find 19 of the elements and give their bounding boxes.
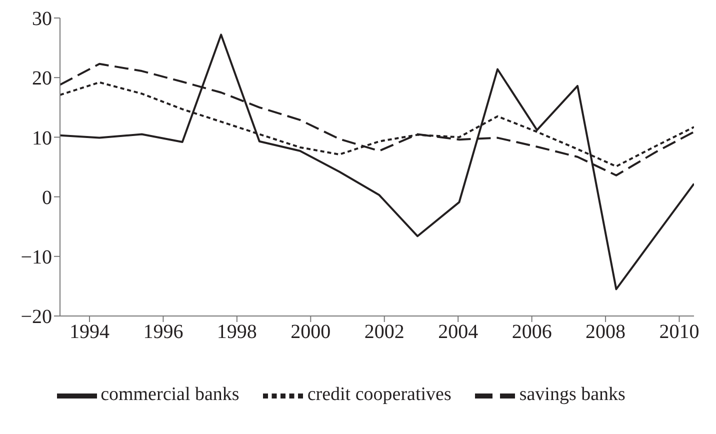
legend-label: savings banks [519, 384, 626, 406]
y-tick-label: 0 [42, 186, 52, 209]
y-tick-label: 10 [32, 127, 52, 150]
x-tick-label: 2002 [364, 321, 404, 344]
legend-label: commercial banks [100, 384, 240, 406]
x-tick-label: 2000 [290, 321, 331, 344]
x-tick-label: 2008 [586, 321, 626, 344]
line-series [60, 34, 694, 290]
x-tick-label: 2004 [438, 321, 478, 344]
y-tick-label: −10 [20, 246, 52, 268]
y-tick-label: 20 [32, 68, 52, 90]
x-tick-label: 1998 [216, 321, 257, 344]
x-tick-label: 1996 [143, 321, 184, 344]
y-tick-label: −20 [20, 306, 52, 328]
x-tick-label: 2010 [659, 321, 700, 344]
x-tick-label: 2006 [512, 321, 552, 344]
x-tick-label: 1994 [69, 321, 110, 344]
legend-label: credit cooperatives [307, 384, 452, 406]
y-tick-label: 30 [32, 8, 52, 30]
